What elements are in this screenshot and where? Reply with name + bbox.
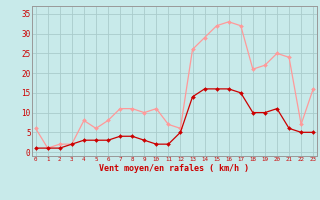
X-axis label: Vent moyen/en rafales ( km/h ): Vent moyen/en rafales ( km/h ) [100, 164, 249, 173]
